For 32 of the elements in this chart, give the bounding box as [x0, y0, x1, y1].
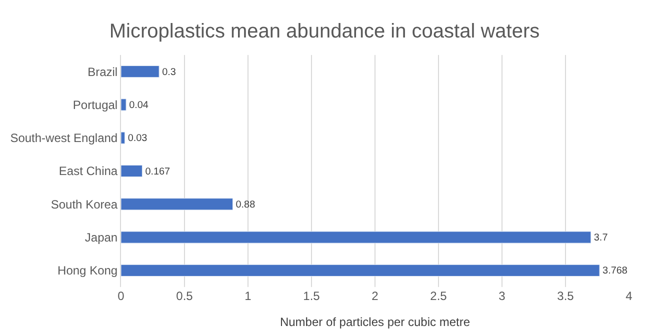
x-tick-label: 2 — [372, 289, 379, 303]
x-tick-label: 1.5 — [303, 289, 320, 303]
bar — [121, 132, 126, 144]
data-label: 0.03 — [128, 133, 148, 144]
data-label: 0.88 — [236, 199, 256, 210]
x-tick-label: 2.5 — [430, 289, 448, 303]
data-label: 0.3 — [162, 66, 176, 78]
y-tick-label: South-west England — [10, 131, 118, 146]
y-tick-label: East China — [58, 164, 118, 178]
x-tick-label: 3.5 — [557, 289, 574, 303]
data-label: 0.167 — [145, 166, 171, 178]
x-tick-label: 0.5 — [176, 289, 194, 303]
bar — [121, 164, 142, 178]
data-label: 3.7 — [594, 232, 608, 244]
bar — [121, 231, 592, 244]
x-axis-title: Number of particles per cubic metre — [280, 314, 470, 329]
x-tick-label: 0 — [118, 289, 125, 303]
y-tick-label: Japan — [84, 230, 118, 244]
y-tick-label: Brazil — [88, 64, 118, 79]
y-tick-label: Portugal — [72, 98, 118, 112]
data-label: 3.768 — [602, 266, 628, 277]
bar — [121, 264, 600, 276]
y-tick-label: Hong Kong — [58, 264, 118, 278]
y-tick-label: South Korea — [50, 197, 118, 212]
bar — [121, 66, 160, 78]
chart-title: Microplastics mean abundance in coastal waters — [109, 20, 540, 43]
data-label: 0.04 — [129, 100, 149, 112]
x-tick-label: 3 — [498, 289, 506, 303]
bar — [121, 98, 126, 111]
bar — [121, 198, 234, 210]
x-tick-label: 4 — [626, 289, 633, 303]
x-tick-label: 1 — [244, 289, 252, 303]
